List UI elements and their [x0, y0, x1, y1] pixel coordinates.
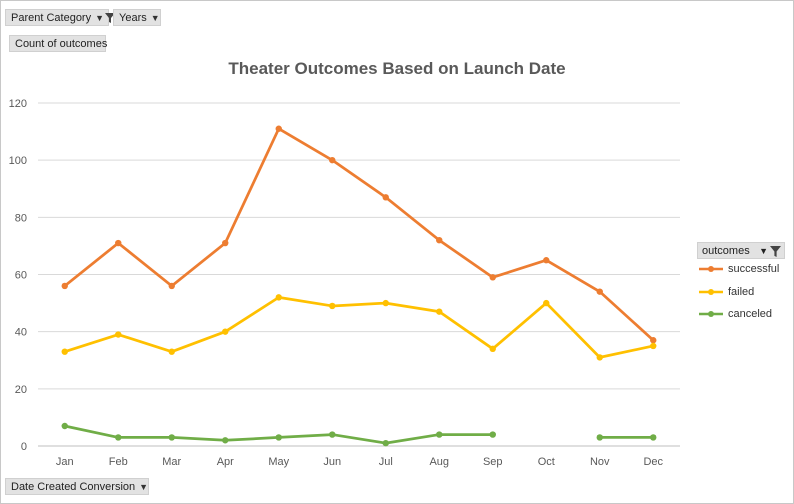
y-tick-label: 80 — [15, 212, 27, 224]
data-point-successful — [61, 282, 68, 290]
x-tick-label: Feb — [109, 456, 128, 468]
y-tick-label: 20 — [15, 384, 27, 396]
years-filter-button[interactable]: Years ▼ — [113, 9, 161, 26]
filter-icon — [770, 246, 781, 257]
data-point-successful — [650, 337, 657, 344]
data-point-failed — [222, 328, 229, 335]
y-tick-label: 0 — [21, 441, 27, 453]
x-tick-label: Jan — [56, 456, 74, 468]
values-field-button[interactable]: Count of outcomes — [9, 35, 108, 52]
years-label: Years — [119, 12, 147, 24]
data-point-canceled — [650, 434, 657, 441]
x-tick-label: Nov — [590, 456, 610, 468]
x-tick-label: Aug — [429, 456, 449, 468]
data-point-successful — [596, 288, 603, 295]
legend-label: successful — [728, 263, 780, 275]
chevron-down-icon: ▼ — [139, 482, 149, 492]
series-line-successful — [63, 127, 655, 342]
data-point-canceled — [275, 434, 282, 441]
x-tick-label: Mar — [162, 456, 181, 468]
data-point-canceled — [222, 437, 229, 444]
y-tick-label: 120 — [9, 98, 27, 110]
data-point-failed — [115, 331, 122, 338]
y-tick-label: 60 — [15, 270, 27, 282]
legend-header[interactable]: outcomes ▼ — [697, 242, 785, 259]
data-point-failed — [329, 302, 336, 310]
legend-label: canceled — [728, 308, 773, 320]
data-point-successful — [489, 274, 496, 281]
parent-category-filter-button[interactable]: Parent Category ▼ — [5, 9, 116, 26]
values-field-label: Count of outcomes — [15, 38, 108, 50]
chevron-down-icon: ▼ — [150, 13, 160, 23]
chart-title: Theater Outcomes Based on Launch Date — [228, 59, 566, 78]
data-point-failed — [275, 294, 282, 301]
data-point-failed — [489, 345, 496, 353]
x-tick-label: Sep — [483, 456, 503, 468]
data-point-successful — [382, 194, 389, 201]
chevron-down-icon: ▼ — [95, 13, 105, 23]
filter-icon — [105, 13, 116, 24]
data-point-failed — [596, 354, 603, 361]
data-point-failed — [382, 299, 389, 307]
data-point-failed — [543, 299, 550, 307]
parent-category-label: Parent Category — [11, 12, 92, 24]
axis-field-button[interactable]: Date Created Conversion ▼ — [5, 478, 149, 495]
data-point-canceled — [436, 431, 443, 438]
data-point-canceled — [61, 422, 68, 430]
data-point-canceled — [329, 431, 336, 438]
chevron-down-icon: ▼ — [759, 246, 768, 256]
data-point-successful — [436, 237, 443, 244]
legend-swatch-failed — [699, 289, 723, 295]
legend-label: failed — [728, 286, 755, 298]
data-point-canceled — [115, 434, 122, 441]
y-tick-label: 40 — [15, 327, 27, 339]
data-point-successful — [329, 156, 336, 164]
x-tick-label: Dec — [643, 456, 663, 468]
data-point-canceled — [168, 434, 175, 441]
legend-swatch-canceled — [699, 311, 723, 317]
data-point-failed — [61, 348, 68, 355]
data-point-successful — [275, 125, 282, 132]
data-point-successful — [168, 282, 175, 290]
x-tick-label: Jul — [379, 456, 393, 468]
data-point-failed — [650, 342, 657, 350]
data-point-canceled — [382, 439, 389, 447]
legend-header-label: outcomes — [702, 245, 750, 257]
data-point-successful — [115, 239, 122, 247]
data-point-canceled — [596, 434, 603, 441]
x-tick-label: Oct — [538, 456, 555, 468]
x-tick-label: Apr — [217, 456, 234, 468]
data-point-failed — [168, 348, 175, 355]
data-point-successful — [543, 257, 550, 264]
y-tick-label: 100 — [9, 155, 27, 167]
data-point-successful — [222, 239, 229, 247]
data-point-failed — [436, 308, 443, 315]
x-tick-label: May — [268, 456, 289, 468]
x-tick-label: Jun — [323, 456, 341, 468]
data-point-canceled — [489, 431, 496, 438]
legend-swatch-successful — [699, 266, 723, 272]
axis-field-label: Date Created Conversion — [11, 481, 136, 493]
series-line-failed — [64, 295, 654, 359]
